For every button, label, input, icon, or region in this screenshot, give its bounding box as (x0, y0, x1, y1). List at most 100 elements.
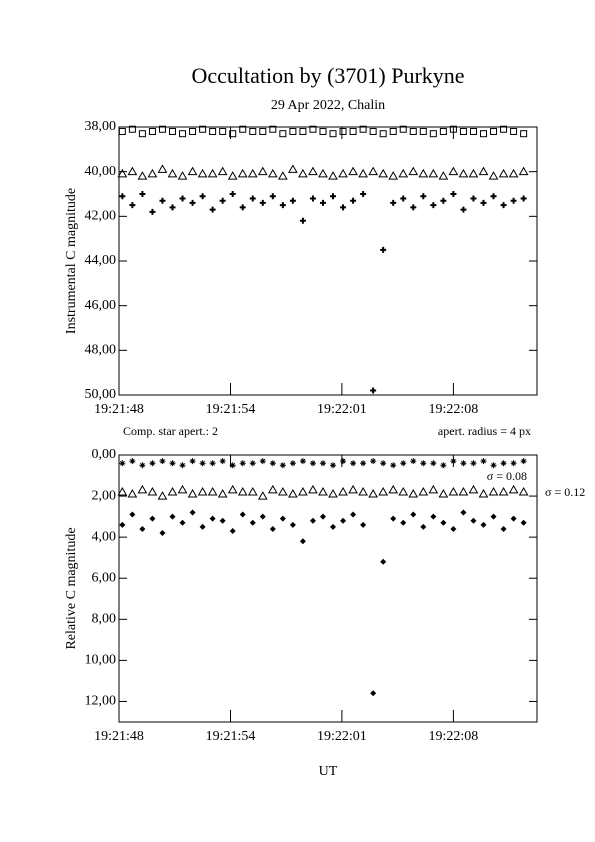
data-point (500, 525, 507, 532)
data-point (430, 513, 437, 520)
data-point (279, 130, 287, 138)
data-point (498, 486, 509, 496)
data-point (338, 168, 348, 178)
annotation: σ = 0.08 (487, 469, 527, 483)
data-point (370, 458, 377, 465)
data-point (127, 166, 138, 176)
data-point (450, 191, 457, 197)
data-point (167, 486, 178, 496)
data-point (158, 125, 166, 133)
data-point (508, 484, 519, 494)
data-point (299, 538, 306, 545)
data-point (189, 199, 196, 206)
data-point (478, 166, 489, 176)
data-point (398, 168, 409, 178)
data-point (480, 458, 487, 465)
data-point (209, 206, 216, 213)
data-point (138, 130, 146, 138)
data-point (518, 166, 529, 176)
data-point (259, 513, 266, 520)
data-point (118, 127, 126, 135)
data-point (149, 460, 156, 467)
data-point (450, 525, 457, 532)
data-point (229, 527, 236, 534)
data-point (490, 513, 497, 520)
data-point (360, 191, 367, 197)
data-point (400, 460, 407, 467)
data-point (277, 486, 288, 496)
data-point (237, 486, 248, 496)
data-point (227, 171, 238, 180)
data-point (137, 171, 148, 180)
data-point (318, 168, 328, 178)
data-point (309, 125, 317, 133)
data-point (169, 513, 176, 520)
data-point (458, 486, 469, 496)
data-point (420, 193, 427, 200)
data-point (289, 127, 297, 135)
data-point (157, 164, 168, 173)
data-point (328, 489, 338, 498)
data-point (127, 489, 138, 498)
data-point (319, 199, 326, 206)
data-point (279, 462, 286, 469)
data-point (450, 458, 457, 465)
data-point (490, 193, 497, 200)
data-point (219, 127, 227, 135)
data-point (448, 166, 459, 176)
data-point (129, 458, 136, 465)
data-point (498, 168, 509, 178)
y-tick-label: 0,00 (92, 447, 117, 462)
data-point (490, 462, 497, 469)
data-point (360, 521, 367, 528)
data-point (389, 127, 397, 135)
data-point (490, 127, 498, 135)
data-point (440, 462, 447, 469)
data-point (209, 460, 216, 467)
data-point (237, 168, 248, 178)
data-point (438, 171, 449, 180)
y-axis-label: Relative C magnitude (64, 527, 79, 649)
data-point (319, 513, 326, 520)
data-point (378, 486, 389, 496)
data-point (400, 195, 407, 202)
data-point (460, 206, 467, 213)
data-point (418, 168, 429, 178)
data-point (229, 191, 236, 197)
data-point (480, 199, 487, 206)
data-point (330, 523, 337, 530)
data-point (510, 127, 518, 135)
data-point (468, 168, 479, 178)
data-point (390, 199, 397, 206)
data-point (398, 486, 409, 496)
data-point (409, 127, 417, 135)
data-point (510, 460, 517, 467)
data-point (349, 127, 357, 135)
data-point (460, 460, 467, 467)
data-point (380, 246, 387, 253)
data-point (308, 484, 318, 494)
y-tick-label: 4,00 (92, 529, 117, 544)
data-point (269, 460, 276, 467)
data-point (520, 130, 528, 138)
data-point (139, 462, 146, 469)
data-point (199, 460, 206, 467)
data-point (408, 489, 419, 498)
data-point (439, 127, 447, 135)
data-point (119, 521, 126, 528)
data-point (328, 171, 338, 180)
data-point (289, 521, 296, 528)
data-point (520, 458, 527, 465)
y-tick-label: 6,00 (92, 570, 117, 585)
data-point (269, 193, 276, 200)
y-tick-label: 48,00 (85, 343, 117, 358)
x-tick-label: 19:21:48 (94, 402, 144, 417)
data-point (137, 484, 148, 494)
annotation: apert. radius = 4 px (438, 424, 531, 438)
data-point (149, 208, 156, 215)
x-tick-label: 19:22:08 (429, 729, 479, 744)
data-point (399, 125, 407, 133)
data-point (209, 127, 217, 135)
data-point (199, 523, 206, 530)
data-point (449, 125, 457, 133)
